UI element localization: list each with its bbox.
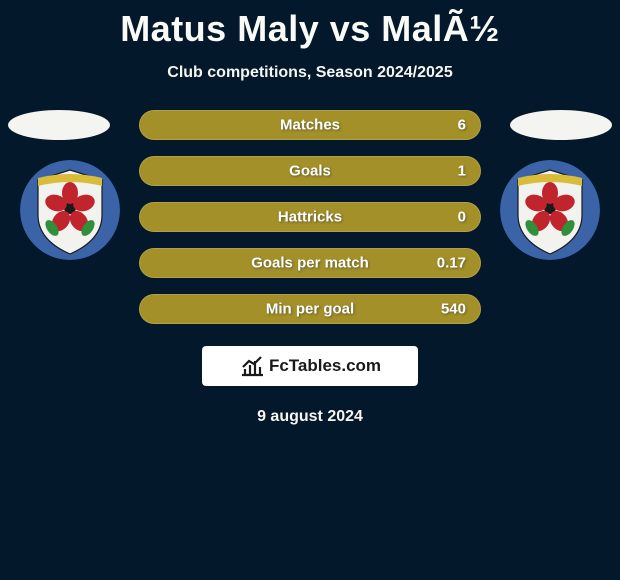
stat-label: Goals [140, 163, 480, 180]
club-badge-right [500, 160, 600, 260]
date-text: 9 august 2024 [0, 408, 620, 426]
club-badge-left [20, 160, 120, 260]
stat-bar: Min per goal 540 [139, 294, 481, 324]
club-crest-icon [500, 160, 600, 260]
stat-value: 540 [441, 301, 466, 318]
subtitle: Club competitions, Season 2024/2025 [0, 64, 620, 82]
brand-text: FcTables.com [269, 356, 381, 376]
stat-value: 0.17 [437, 255, 466, 272]
stats-area: Matches 6 Goals 1 Hattricks 0 Goals per … [0, 110, 620, 324]
stat-value: 1 [458, 163, 466, 180]
player-marker-left [8, 110, 110, 140]
stat-bars: Matches 6 Goals 1 Hattricks 0 Goals per … [139, 110, 481, 324]
player-marker-right [510, 110, 612, 140]
stat-label: Min per goal [140, 301, 480, 318]
stat-bar: Hattricks 0 [139, 202, 481, 232]
stat-bar: Goals per match 0.17 [139, 248, 481, 278]
stat-label: Hattricks [140, 209, 480, 226]
stat-bar: Goals 1 [139, 156, 481, 186]
stat-bar: Matches 6 [139, 110, 481, 140]
stat-value: 0 [458, 209, 466, 226]
stat-value: 6 [458, 117, 466, 134]
stat-label: Goals per match [140, 255, 480, 272]
bar-chart-icon [239, 355, 265, 377]
page-title: Matus Maly vs MalÃ½ [0, 0, 620, 50]
stat-label: Matches [140, 117, 480, 134]
brand-box[interactable]: FcTables.com [202, 346, 418, 386]
club-crest-icon [20, 160, 120, 260]
